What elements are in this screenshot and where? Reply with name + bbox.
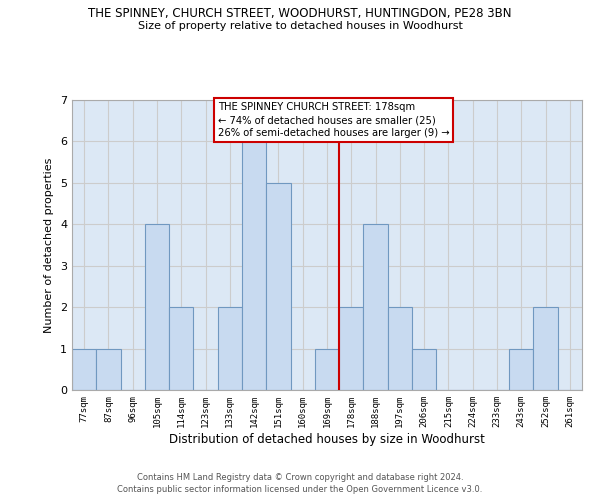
Bar bbox=[315, 348, 339, 390]
Bar bbox=[169, 307, 193, 390]
Bar bbox=[412, 348, 436, 390]
Text: Contains public sector information licensed under the Open Government Licence v3: Contains public sector information licen… bbox=[118, 485, 482, 494]
Text: THE SPINNEY, CHURCH STREET, WOODHURST, HUNTINGDON, PE28 3BN: THE SPINNEY, CHURCH STREET, WOODHURST, H… bbox=[88, 8, 512, 20]
Bar bbox=[242, 142, 266, 390]
Bar bbox=[364, 224, 388, 390]
Bar bbox=[509, 348, 533, 390]
Bar bbox=[388, 307, 412, 390]
Text: Distribution of detached houses by size in Woodhurst: Distribution of detached houses by size … bbox=[169, 432, 485, 446]
Bar bbox=[96, 348, 121, 390]
Bar bbox=[266, 183, 290, 390]
Text: Size of property relative to detached houses in Woodhurst: Size of property relative to detached ho… bbox=[137, 21, 463, 31]
Bar bbox=[533, 307, 558, 390]
Y-axis label: Number of detached properties: Number of detached properties bbox=[44, 158, 55, 332]
Text: Contains HM Land Registry data © Crown copyright and database right 2024.: Contains HM Land Registry data © Crown c… bbox=[137, 472, 463, 482]
Bar bbox=[339, 307, 364, 390]
Bar bbox=[218, 307, 242, 390]
Text: THE SPINNEY CHURCH STREET: 178sqm
← 74% of detached houses are smaller (25)
26% : THE SPINNEY CHURCH STREET: 178sqm ← 74% … bbox=[218, 102, 449, 139]
Bar bbox=[72, 348, 96, 390]
Bar bbox=[145, 224, 169, 390]
